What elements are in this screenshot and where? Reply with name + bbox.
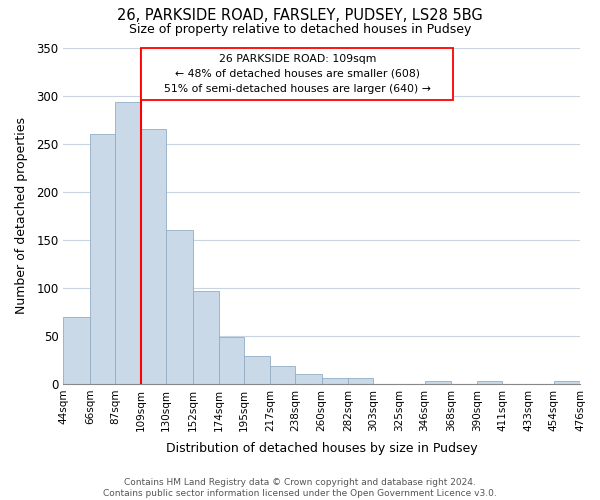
Bar [554, 381, 580, 384]
Bar [166, 230, 193, 384]
Y-axis label: Number of detached properties: Number of detached properties [15, 117, 28, 314]
Bar [477, 381, 502, 384]
Bar [115, 102, 141, 384]
Bar [193, 290, 219, 384]
FancyBboxPatch shape [141, 48, 453, 100]
Bar [322, 378, 348, 384]
Bar [244, 356, 271, 384]
X-axis label: Distribution of detached houses by size in Pudsey: Distribution of detached houses by size … [166, 442, 478, 455]
Text: 26 PARKSIDE ROAD: 109sqm
← 48% of detached houses are smaller (608)
51% of semi-: 26 PARKSIDE ROAD: 109sqm ← 48% of detach… [164, 54, 431, 94]
Bar [64, 316, 90, 384]
Bar [271, 366, 295, 384]
Text: Size of property relative to detached houses in Pudsey: Size of property relative to detached ho… [129, 22, 471, 36]
Text: Contains HM Land Registry data © Crown copyright and database right 2024.
Contai: Contains HM Land Registry data © Crown c… [103, 478, 497, 498]
Bar [425, 381, 451, 384]
Bar [348, 378, 373, 384]
Bar [90, 134, 115, 384]
Text: 26, PARKSIDE ROAD, FARSLEY, PUDSEY, LS28 5BG: 26, PARKSIDE ROAD, FARSLEY, PUDSEY, LS28… [117, 8, 483, 22]
Bar [295, 374, 322, 384]
Bar [219, 337, 244, 384]
Bar [141, 129, 166, 384]
